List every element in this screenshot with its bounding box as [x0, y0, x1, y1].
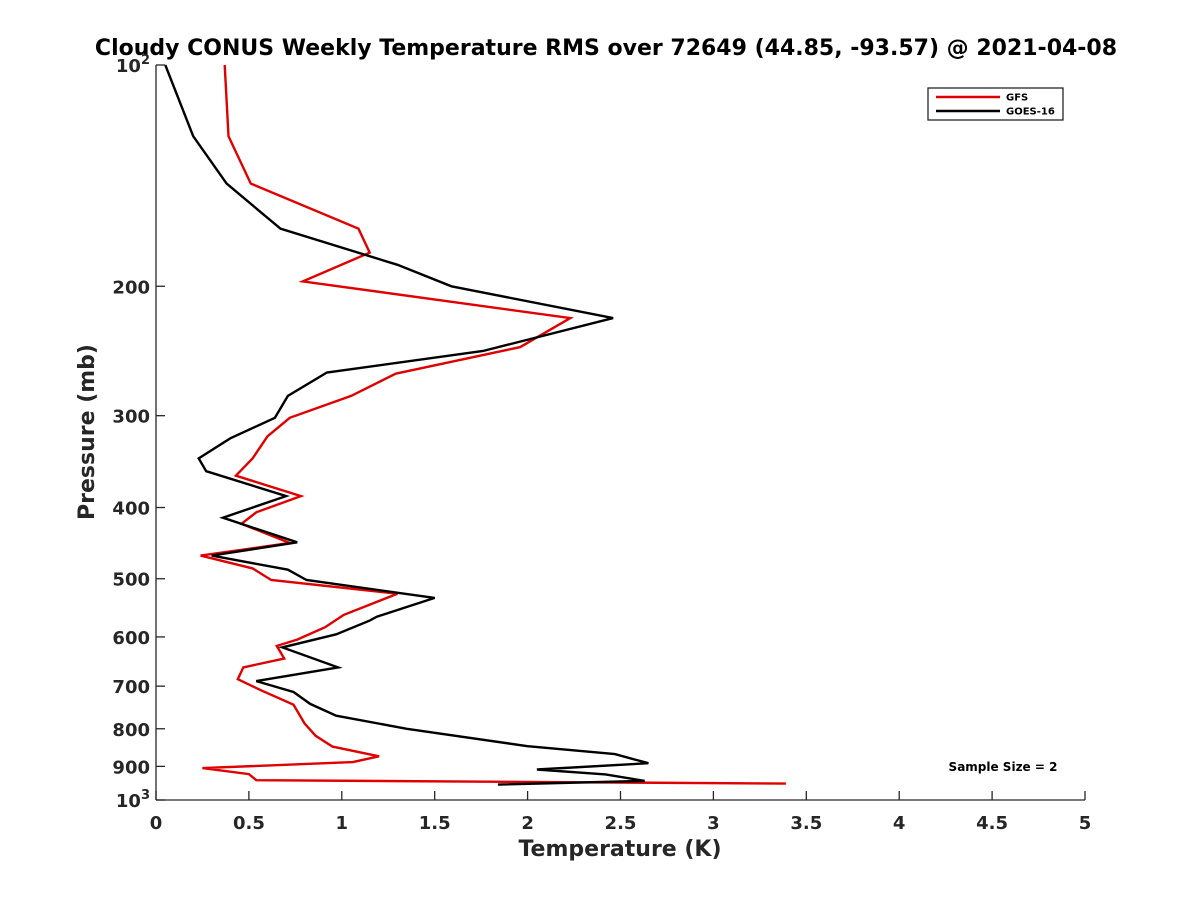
- x-tick-label: 2.5: [605, 813, 637, 834]
- y-tick-label: 102: [116, 53, 150, 77]
- y-tick-label: 300: [112, 407, 150, 428]
- y-tick-label: 600: [112, 628, 150, 649]
- chart-title: Cloudy CONUS Weekly Temperature RMS over…: [95, 36, 1117, 61]
- plot-area: [155, 65, 1085, 801]
- y-axis: 102 200 300 400 500 600 700 800 900 103: [112, 53, 165, 812]
- x-axis-label: Temperature (K): [518, 837, 721, 862]
- y-tick-label: 700: [112, 677, 150, 698]
- x-tick-label: 4: [893, 813, 906, 834]
- y-tick-label: 103: [116, 788, 150, 812]
- sample-size-annotation: Sample Size = 2: [949, 760, 1058, 774]
- series-line-goes-16: [164, 64, 649, 786]
- x-tick-label: 5: [1079, 813, 1092, 834]
- y-tick-label: 900: [112, 757, 150, 778]
- series-layer: [164, 64, 786, 786]
- y-tick-label: 200: [112, 277, 150, 298]
- legend-box: [927, 87, 1064, 121]
- x-tick-label: 1: [336, 813, 349, 834]
- y-axis-label: Pressure (mb): [75, 344, 100, 520]
- x-tick-label: 1.5: [419, 813, 451, 834]
- x-tick-label: 3: [707, 813, 720, 834]
- legend[interactable]: GFS GOES-16: [927, 87, 1064, 121]
- legend-label-gfs: GFS: [1006, 93, 1028, 104]
- x-tick-label: 2: [521, 813, 534, 834]
- y-tick-label: 800: [112, 720, 150, 741]
- y-tick-label: 500: [112, 570, 150, 591]
- x-axis: 0 0.5 1 1.5 2 2.5 3 3.5 4 4.5 5: [150, 791, 1092, 834]
- x-tick-label: 0: [150, 813, 163, 834]
- x-tick-label: 4.5: [976, 813, 1008, 834]
- series-line-gfs: [200, 64, 786, 785]
- x-tick-label: 3.5: [790, 813, 822, 834]
- legend-label-goes-16: GOES-16: [1006, 107, 1055, 118]
- y-tick-label: 400: [112, 499, 150, 520]
- x-tick-label: 0.5: [233, 813, 265, 834]
